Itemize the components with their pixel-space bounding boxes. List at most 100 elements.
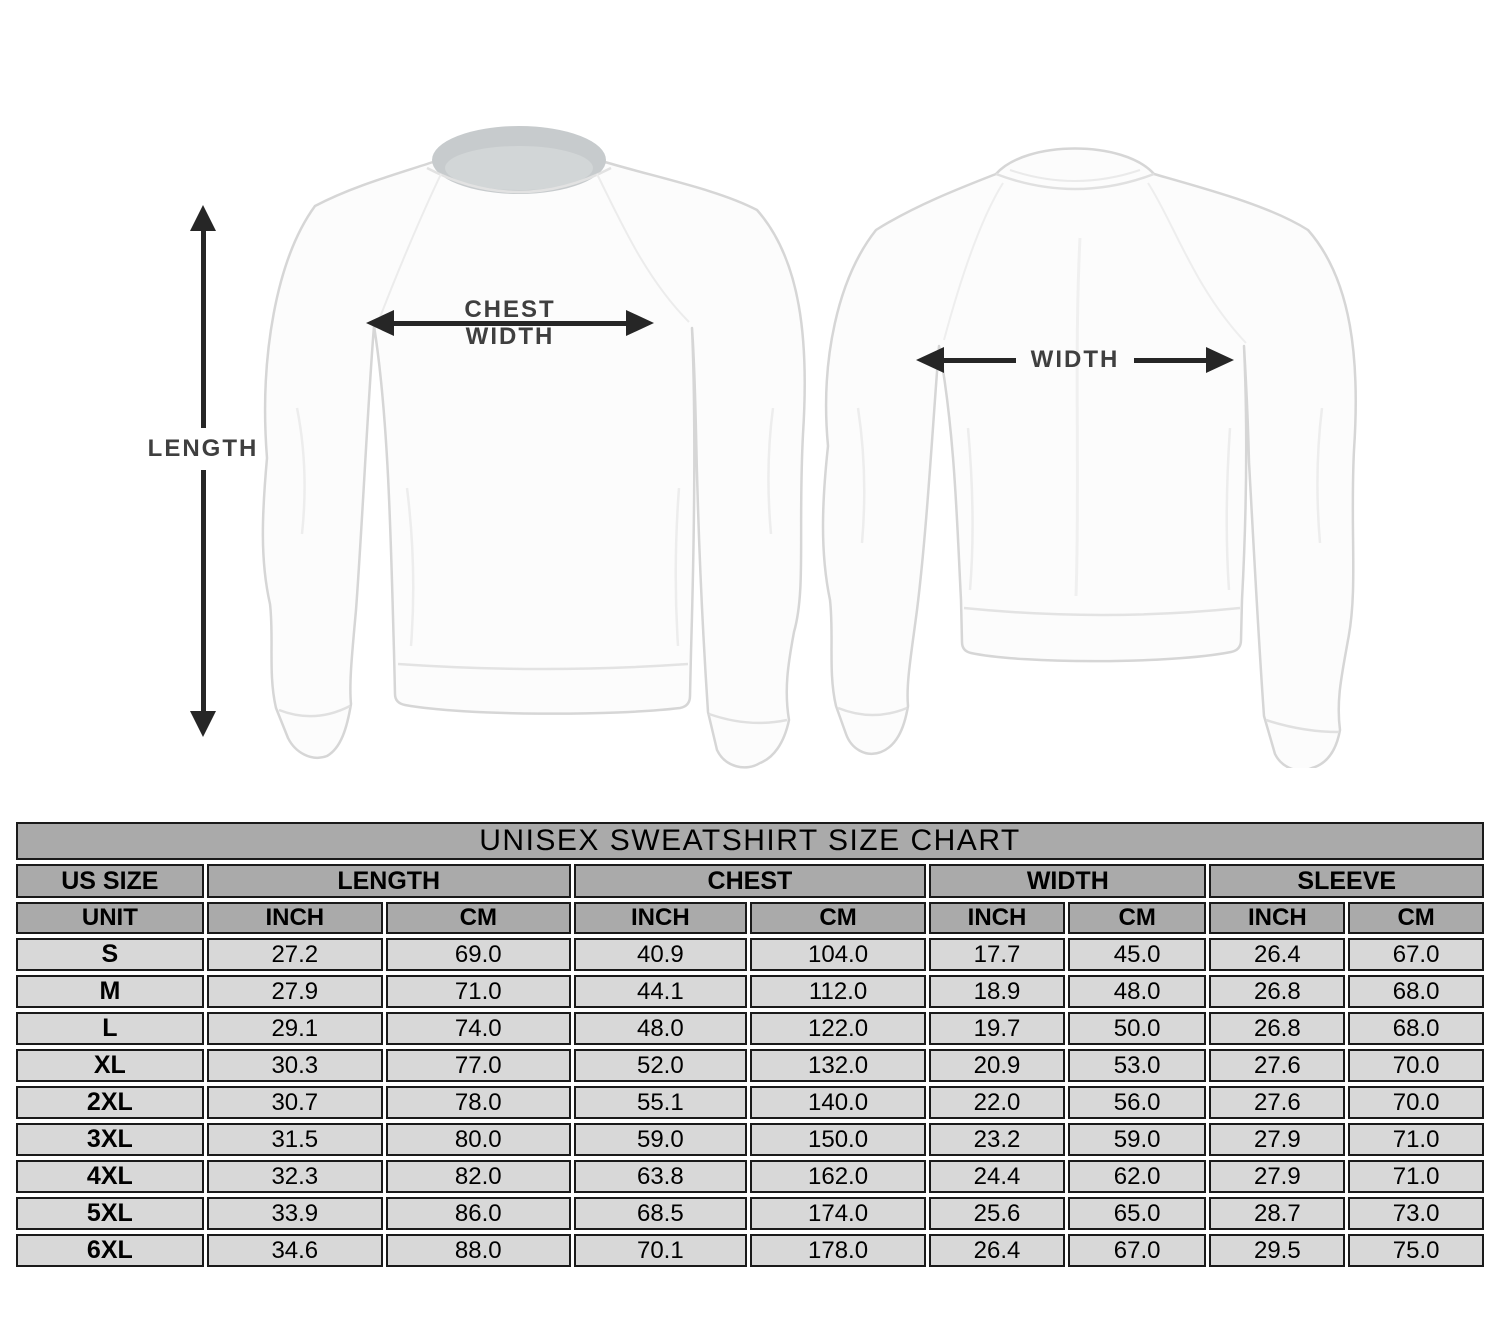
size-label: 2XL [16,1086,204,1119]
size-chart-table: UNISEX SWEATSHIRT SIZE CHART US SIZE LENG… [13,818,1487,1271]
measurement-value: 17.7 [929,938,1065,971]
measurement-value: 18.9 [929,975,1065,1008]
measurement-value: 140.0 [749,1086,927,1119]
measurement-value: 67.0 [1348,938,1484,971]
back-cuff-seam-right [1265,718,1340,734]
size-label: 6XL [16,1234,204,1267]
size-row-l: L 29.1 74.0 48.0 122.0 19.7 50.0 26.8 68.0 [16,1012,1484,1045]
size-row-5xl: 5XL 33.9 86.0 68.5 174.0 25.6 65.0 28.7 73.0 [16,1197,1484,1230]
arrow-up-icon [190,205,216,231]
measurement-value: 26.8 [1209,1012,1346,1045]
size-label: 4XL [16,1160,204,1193]
measurement-value: 75.0 [1348,1234,1484,1267]
measurement-value: 25.6 [929,1197,1065,1230]
measurement-value: 104.0 [749,938,927,971]
measurement-value: 112.0 [749,975,927,1008]
measurement-value: 26.4 [929,1234,1065,1267]
unit-cell-6-cm: CM [1067,902,1207,934]
column-group-width: WIDTH [929,864,1207,898]
back-shoulder-seam-right [1147,182,1247,344]
front-cuff-seam-right [708,712,788,725]
column-group-sleeve: SLEEVE [1209,864,1484,898]
measurement-value: 70.0 [1348,1049,1484,1082]
measurement-value: 19.7 [929,1012,1065,1045]
measurement-value: 55.1 [573,1086,747,1119]
unit-cell-5-inch: INCH [929,902,1065,934]
measurement-value: 178.0 [749,1234,927,1267]
size-label: L [16,1012,204,1045]
size-label: S [16,938,204,971]
arrow-right-icon [626,310,654,336]
front-body-outline [261,129,807,769]
size-row-6xl: 6XL 34.6 88.0 70.1 178.0 26.4 67.0 29.5 75.0 [16,1234,1484,1267]
back-body-outline [821,147,1358,768]
measurement-value: 52.0 [573,1049,747,1082]
measurement-value: 24.4 [929,1160,1065,1193]
size-row-m: M 27.9 71.0 44.1 112.0 18.9 48.0 26.8 68.0 [16,975,1484,1008]
back-width-arrow-line-left [944,357,1016,363]
back-cuff-seam-left [837,706,908,717]
size-label: 5XL [16,1197,204,1230]
measurement-value: 162.0 [749,1160,927,1193]
measurement-value: 30.3 [206,1049,383,1082]
back-collar-rib [1009,169,1141,182]
size-label: M [16,975,204,1008]
front-hem-seam [397,662,689,671]
size-label: 3XL [16,1123,204,1156]
unit-cell-7-inch: INCH [1209,902,1346,934]
measurement-value: 59.0 [1067,1123,1207,1156]
unit-header: UNIT [16,902,204,934]
measurement-value: 48.0 [1067,975,1207,1008]
arrow-right-icon [1206,347,1234,373]
measurement-value: 65.0 [1067,1197,1207,1230]
chest-width-label-line2: WIDTH [465,323,555,350]
measurement-value: 29.1 [206,1012,383,1045]
measurement-value: 132.0 [749,1049,927,1082]
measurement-value: 62.0 [1067,1160,1207,1193]
measurement-value: 22.0 [929,1086,1065,1119]
measurement-value: 150.0 [749,1123,927,1156]
column-group-chest: CHEST [573,864,927,898]
measurement-value: 74.0 [385,1012,571,1045]
measurement-value: 174.0 [749,1197,927,1230]
column-group-us-size: US SIZE [16,864,204,898]
size-row-s: S 27.2 69.0 40.9 104.0 17.7 45.0 26.4 67.0 [16,938,1484,971]
measurement-value: 71.0 [1348,1123,1484,1156]
unit-cell-2-cm: CM [385,902,571,934]
measurement-value: 27.9 [206,975,383,1008]
measurement-value: 44.1 [573,975,747,1008]
back-collar-seam [995,172,1155,191]
measurement-value: 71.0 [1348,1160,1484,1193]
measurement-value: 56.0 [1067,1086,1207,1119]
column-group-row: US SIZE LENGTH CHEST WIDTH SLEEVE [16,864,1484,898]
measurement-value: 28.7 [1209,1197,1346,1230]
chest-width-arrow-line [394,320,626,326]
length-arrow-line-top [200,231,206,429]
measurement-value: 70.0 [1348,1086,1484,1119]
sweatshirt-back-illustration [821,147,1358,768]
measurement-value: 71.0 [385,975,571,1008]
table-title-row: UNISEX SWEATSHIRT SIZE CHART [16,822,1484,860]
measurement-value: 33.9 [206,1197,383,1230]
measurement-value: 67.0 [1067,1234,1207,1267]
chest-width-label-line1: CHEST [464,296,556,323]
measurement-value: 26.4 [1209,938,1346,971]
measurement-value: 122.0 [749,1012,927,1045]
front-neck-opening-highlight [445,146,593,190]
measurement-value: 86.0 [385,1197,571,1230]
front-collar-band-seam [426,166,612,194]
measurement-value: 77.0 [385,1049,571,1082]
measurement-value: 59.0 [573,1123,747,1156]
measurement-value: 80.0 [385,1123,571,1156]
measurement-value: 50.0 [1067,1012,1207,1045]
column-group-length: LENGTH [206,864,571,898]
measurement-value: 68.0 [1348,1012,1484,1045]
length-arrow: LENGTH [148,205,256,737]
chest-width-label: CHEST WIDTH [464,296,555,350]
length-label: LENGTH [147,435,259,463]
measurement-value: 63.8 [573,1160,747,1193]
size-row-xl: XL 30.3 77.0 52.0 132.0 20.9 53.0 27.6 70.0 [16,1049,1484,1082]
size-row-3xl: 3XL 31.5 80.0 59.0 150.0 23.2 59.0 27.9 71.0 [16,1123,1484,1156]
chest-width-arrow: CHEST WIDTH [366,296,654,350]
